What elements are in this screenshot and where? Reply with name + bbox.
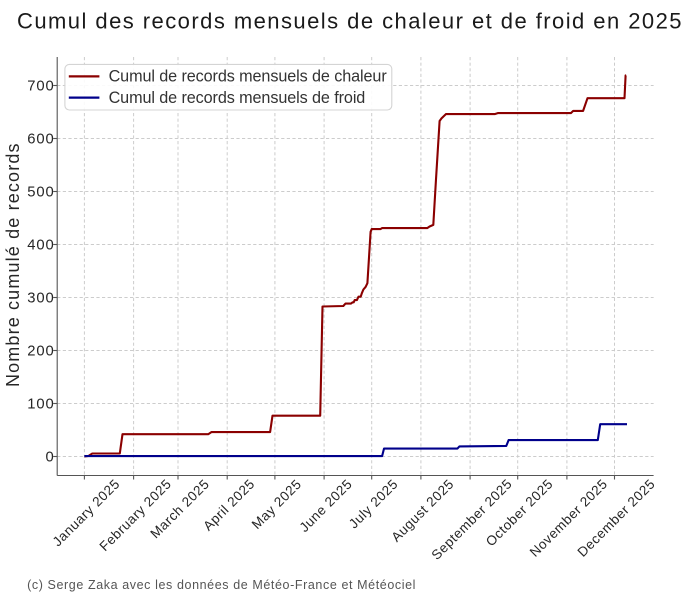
svg-text:(c) Serge Zaka avec les donnée: (c) Serge Zaka avec les données de Météo…: [27, 578, 416, 592]
svg-text:300: 300: [27, 291, 54, 307]
svg-text:Cumul de records mensuels de f: Cumul de records mensuels de froid: [109, 89, 366, 107]
svg-text:500: 500: [27, 185, 54, 201]
svg-text:600: 600: [27, 132, 54, 148]
svg-text:100: 100: [27, 397, 54, 413]
svg-text:200: 200: [27, 344, 54, 360]
svg-text:400: 400: [27, 238, 54, 254]
svg-text:700: 700: [27, 79, 54, 95]
svg-text:0: 0: [45, 450, 54, 466]
svg-text:Nombre cumulé de records: Nombre cumulé de records: [3, 142, 23, 387]
svg-text:Cumul de records mensuels de c: Cumul de records mensuels de chaleur: [109, 68, 388, 86]
svg-text:Cumul des records mensuels de: Cumul des records mensuels de chaleur et…: [17, 9, 683, 34]
